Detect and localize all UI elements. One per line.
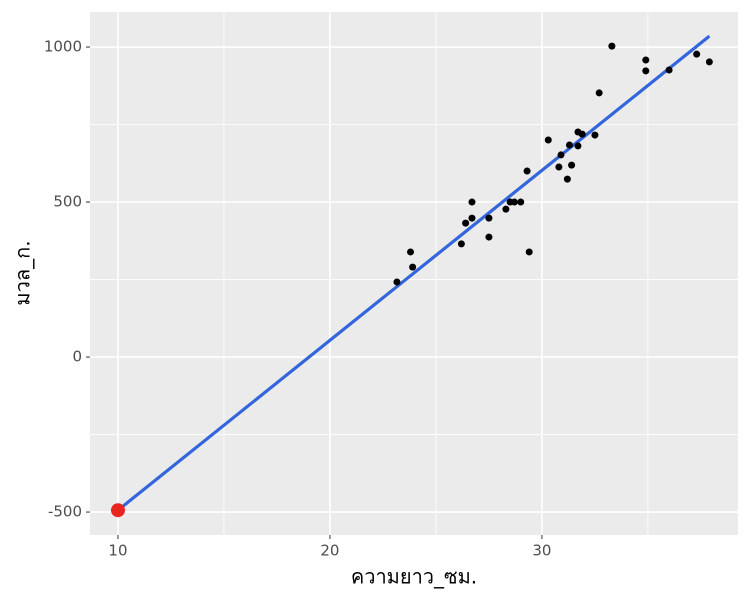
- point: [642, 56, 650, 64]
- point: [565, 141, 573, 149]
- point: [642, 67, 650, 75]
- point: [468, 198, 476, 206]
- y-axis-label: มวล_ก.: [11, 240, 35, 305]
- point: [544, 136, 552, 144]
- point: [485, 233, 493, 241]
- fit-line: [116, 34, 711, 512]
- point: [595, 89, 603, 97]
- point: [517, 198, 525, 206]
- point: [468, 214, 476, 222]
- point: [525, 248, 533, 256]
- y-tick-label: -500: [48, 503, 82, 521]
- point: [665, 66, 673, 74]
- point: [110, 503, 125, 518]
- point: [557, 151, 565, 159]
- point: [457, 240, 465, 248]
- point: [409, 263, 417, 271]
- y-tick-label: 1000: [44, 38, 82, 56]
- point: [485, 214, 493, 222]
- x-tick-label: 10: [108, 542, 127, 560]
- y-tick-label: 0: [72, 348, 82, 366]
- point: [407, 248, 415, 256]
- point: [578, 130, 586, 138]
- x-tick-label: 30: [532, 542, 551, 560]
- point: [608, 42, 616, 50]
- point: [568, 161, 576, 169]
- point: [523, 167, 531, 175]
- point: [462, 219, 470, 227]
- point: [574, 142, 582, 150]
- point: [591, 131, 599, 139]
- point: [705, 58, 713, 66]
- x-axis-label: ความยาว_ซม.: [351, 565, 477, 589]
- point: [555, 163, 563, 171]
- point: [393, 278, 401, 286]
- point: [563, 175, 571, 183]
- x-tick-label: 20: [320, 542, 339, 560]
- point: [510, 198, 518, 206]
- point: [502, 205, 510, 213]
- point: [693, 50, 701, 58]
- y-tick-label: 500: [53, 193, 82, 211]
